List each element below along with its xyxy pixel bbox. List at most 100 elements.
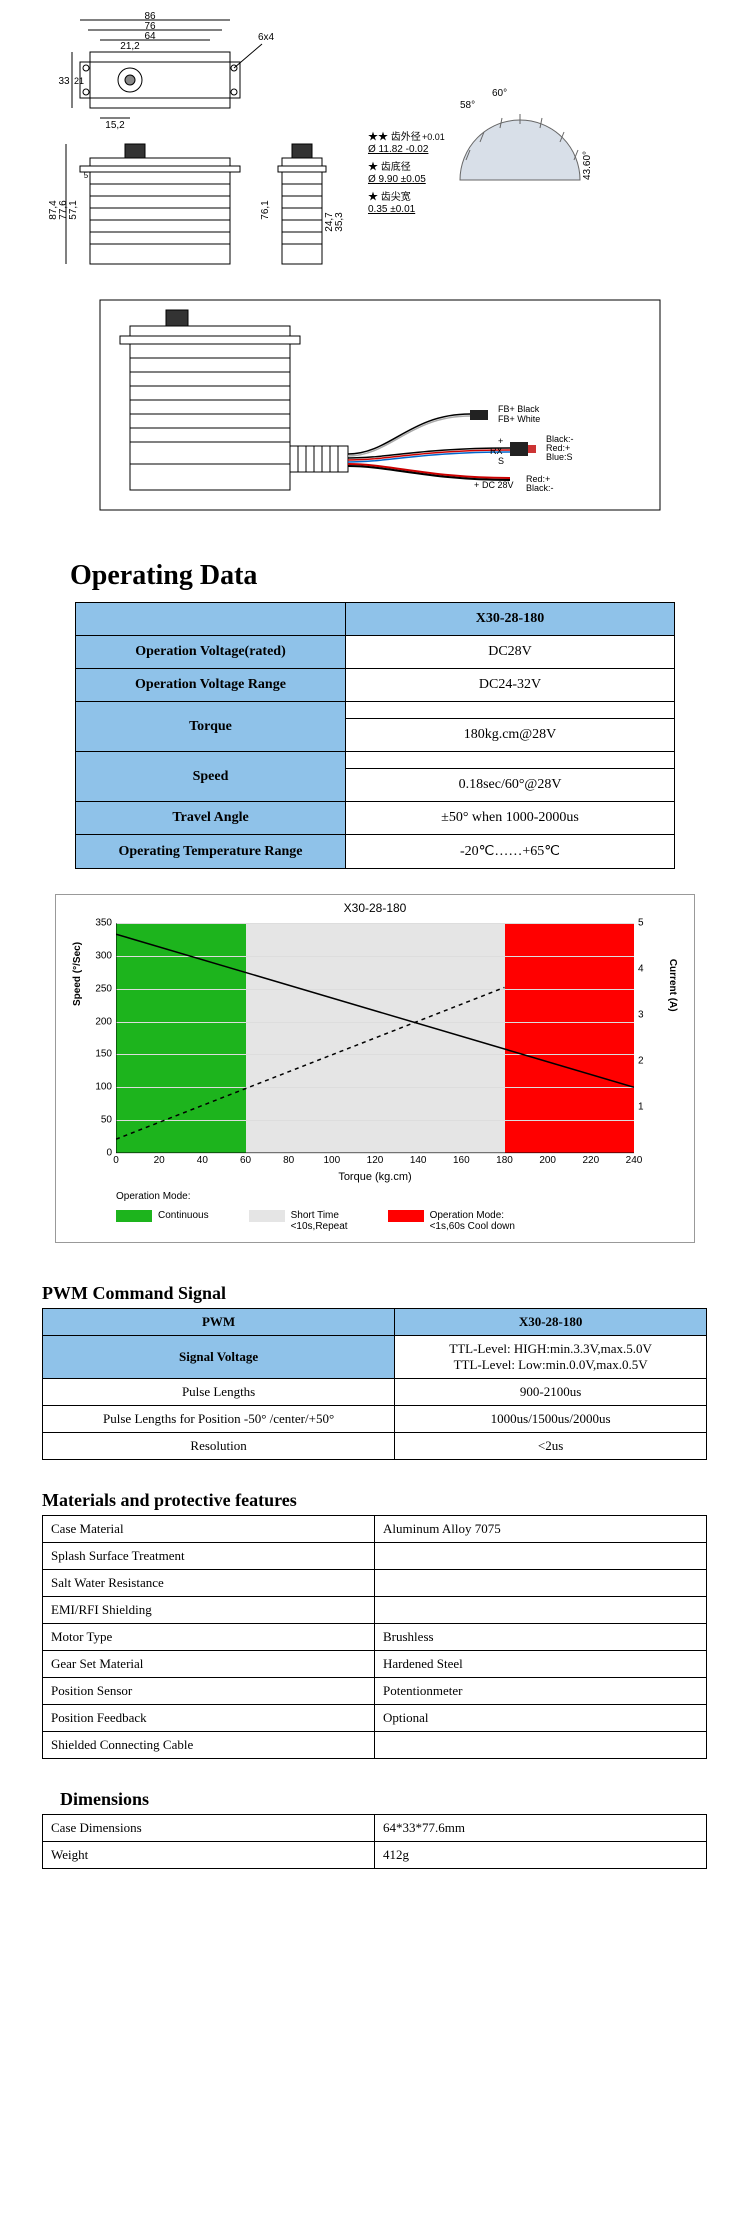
table-row: Motor TypeBrushless (43, 1624, 707, 1651)
xtick: 160 (453, 1153, 470, 1166)
table-row: Gear Set MaterialHardened Steel (43, 1651, 707, 1678)
wire-dc-colors: Red:+Black:- (526, 474, 554, 493)
ytick-left: 300 (95, 950, 116, 961)
mat-value (375, 1732, 707, 1759)
chart-xlabel: Torque (kg.cm) (66, 1171, 684, 1183)
spline-star1: ★★ 齿外径 (368, 130, 421, 143)
table-row: Splash Surface Treatment (43, 1543, 707, 1570)
pwm-row-value: 900-2100us (395, 1379, 707, 1406)
mat-value (375, 1570, 707, 1597)
dim-value: 64*33*77.6mm (375, 1815, 707, 1842)
xtick: 140 (410, 1153, 427, 1166)
dim-212: 21,2 (120, 41, 140, 52)
pwm-row-value: <2us (395, 1433, 707, 1460)
xtick: 60 (240, 1153, 251, 1166)
legend-item: Short Time <10s,Repeat (249, 1210, 348, 1232)
wire-fb: FB+ BlackFB+ White (498, 404, 540, 424)
xtick: 200 (539, 1153, 556, 1166)
chart-ylabel-left: Speed (°/Sec) (72, 942, 83, 1006)
performance-chart: X30-28-180 Speed (°/Sec) Current (A) 050… (55, 894, 695, 1243)
op-row-value: DC28V (346, 636, 675, 669)
mat-label: Shielded Connecting Cable (43, 1732, 375, 1759)
drawings-svg: 86 76 64 21,2 6x4 (30, 10, 720, 530)
mat-label: Position Sensor (43, 1678, 375, 1705)
wire-rx-colors: Black:-Red:+Blue:S (546, 434, 574, 462)
op-row-value: 180kg.cm@28V (346, 719, 675, 752)
ang-4360: 43.60° (582, 151, 593, 180)
pwm-row-value: TTL-Level: HIGH:min.3.3V,max.5.0V TTL-Le… (395, 1336, 707, 1379)
mat-label: Position Feedback (43, 1705, 375, 1732)
mat-label: EMI/RFI Shielding (43, 1597, 375, 1624)
legend-item: Operation Mode: <1s,60s Cool down (388, 1210, 515, 1232)
legend-swatch (388, 1210, 424, 1222)
xtick: 120 (367, 1153, 384, 1166)
legend-header: Operation Mode: (116, 1191, 684, 1202)
mat-label: Splash Surface Treatment (43, 1543, 375, 1570)
chart-svg (116, 923, 634, 1153)
operating-data-heading: Operating Data (70, 560, 750, 592)
legend-label: Operation Mode: <1s,60s Cool down (430, 1210, 515, 1232)
pwm-header-1: PWM (43, 1309, 395, 1336)
pwm-row-label: Signal Voltage (43, 1336, 395, 1379)
op-row-label: Operation Voltage(rated) (76, 636, 346, 669)
pwm-row-label: Pulse Lengths for Position -50° /center/… (43, 1406, 395, 1433)
op-empty-head (76, 603, 346, 636)
ytick-left: 50 (101, 1115, 116, 1126)
dim-152: 15,2 (105, 120, 125, 131)
spline-tol1: +0.01 (422, 132, 445, 142)
table-row: Shielded Connecting Cable (43, 1732, 707, 1759)
xtick: 40 (197, 1153, 208, 1166)
mat-label: Salt Water Resistance (43, 1570, 375, 1597)
mat-value (375, 1543, 707, 1570)
legend-item: Continuous (116, 1210, 209, 1222)
mat-label: Gear Set Material (43, 1651, 375, 1678)
op-row-label: Speed (76, 752, 346, 802)
spline-star2: ★ 齿底径 (368, 160, 411, 173)
ytick-left: 150 (95, 1049, 116, 1060)
xtick: 220 (582, 1153, 599, 1166)
mat-label: Case Material (43, 1516, 375, 1543)
chart-title: X30-28-180 (66, 901, 684, 915)
mat-value: Brushless (375, 1624, 707, 1651)
chart-legend: Continuous Short Time <10s,Repeat Operatio… (116, 1210, 684, 1232)
pwm-row-value: 1000us/1500us/2000us (395, 1406, 707, 1433)
dim-5: 5 (84, 171, 89, 180)
xtick: 180 (496, 1153, 513, 1166)
op-model: X30-28-180 (346, 603, 675, 636)
spline-d3: 0.35 ±0.01 (368, 204, 416, 215)
table-row: Position SensorPotentionmeter (43, 1678, 707, 1705)
speed-line (116, 934, 634, 1087)
dimensions-table: Case Dimensions64*33*77.6mmWeight412g (42, 1814, 707, 1869)
pwm-row-label: Resolution (43, 1433, 395, 1460)
legend-label: Short Time <10s,Repeat (291, 1210, 348, 1232)
dim-label: Case Dimensions (43, 1815, 375, 1842)
operating-data-table: X30-28-180 Operation Voltage(rated) DC28… (75, 602, 675, 869)
table-row: Case MaterialAluminum Alloy 7075 (43, 1516, 707, 1543)
dim-761: 76,1 (260, 200, 271, 220)
wire-dc-label: + (474, 480, 479, 490)
table-row: EMI/RFI Shielding (43, 1597, 707, 1624)
chart-ylabel-right: Current (A) (667, 959, 678, 1012)
mat-label: Motor Type (43, 1624, 375, 1651)
legend-swatch (249, 1210, 285, 1222)
dim-label: Weight (43, 1842, 375, 1869)
table-row: Weight412g (43, 1842, 707, 1869)
table-row: Position FeedbackOptional (43, 1705, 707, 1732)
pwm-table: PWM X30-28-180 Signal Voltage TTL-Level:… (42, 1308, 707, 1460)
op-row-label: Travel Angle (76, 802, 346, 835)
op-row-label: Torque (76, 702, 346, 752)
ytick-right: 3 (634, 1010, 644, 1021)
pwm-row-label: Pulse Lengths (43, 1379, 395, 1406)
page: 86 76 64 21,2 6x4 (0, 10, 750, 1869)
spline-d1: Ø 11.82 -0.02 (368, 144, 429, 155)
dim-33: 33 (58, 76, 70, 87)
technical-drawings: 86 76 64 21,2 6x4 (30, 10, 720, 530)
op-row-value: DC24-32V (346, 669, 675, 702)
mat-value (375, 1597, 707, 1624)
dim-571: 57,1 (68, 200, 79, 220)
op-row-label: Operation Voltage Range (76, 669, 346, 702)
wire-s: S (498, 456, 504, 466)
dim-21: 21 (74, 76, 84, 86)
dim-value: 412g (375, 1842, 707, 1869)
ytick-left: 100 (95, 1082, 116, 1093)
